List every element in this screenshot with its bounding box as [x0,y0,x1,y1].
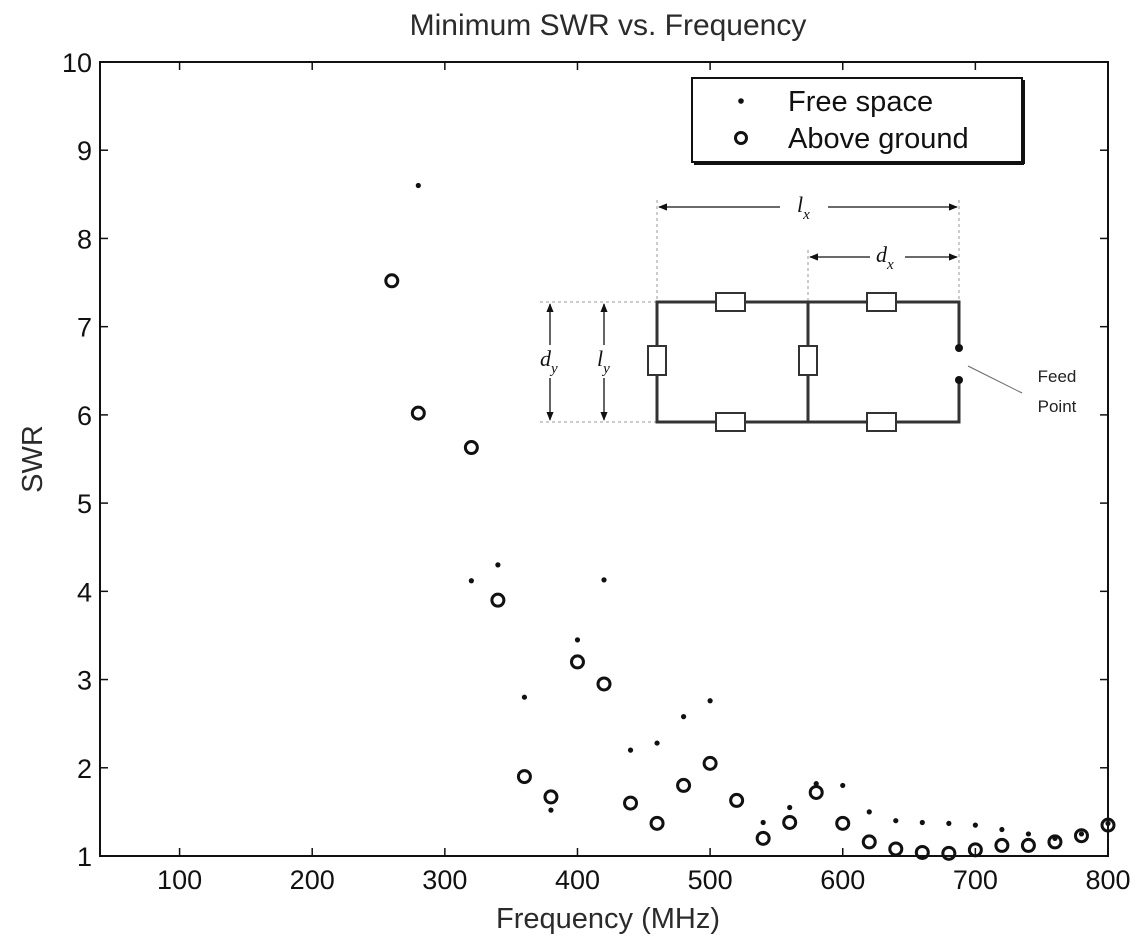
load-bottom-right [866,412,897,432]
point-free-space [760,819,766,826]
y-axis-label: SWR [17,425,49,493]
ly-label: ly [597,346,610,377]
lx-label: lx [797,192,810,223]
point-free-space [1105,820,1111,826]
x-axis-label: Frequency (MHz) [496,903,720,935]
point-free-space [707,698,713,704]
point-above-ground [914,844,930,860]
point-free-space [813,781,819,787]
y-tick-label: 8 [77,224,92,254]
point-above-ground [596,676,612,692]
point-above-ground [967,842,983,858]
y-tick-label: 9 [77,136,92,166]
y-tick-label: 3 [77,666,92,696]
feed-terminal-top [955,344,963,352]
point-free-space [972,822,978,828]
y-tick-label: 6 [77,401,92,431]
point-above-ground [516,769,532,785]
x-tick-label: 800 [1085,865,1130,895]
antenna-diagram: lx dx dy ly Feed Point [540,192,1077,432]
point-free-space [627,747,634,753]
load-top-left [715,292,746,312]
point-above-ground [649,815,665,831]
point-above-ground [543,789,559,805]
y-tick-label: 4 [77,577,92,607]
plot-area [99,61,1109,857]
load-bottom-left [715,412,746,432]
point-above-ground [755,830,771,846]
y-tick-label: 7 [77,313,92,343]
data-marks [384,182,1116,861]
chart-title: Minimum SWR vs. Frequency [410,9,807,42]
point-free-space [893,818,899,824]
point-free-space [601,577,607,583]
point-free-space [787,804,793,811]
point-above-ground [808,784,824,800]
x-tick-label: 300 [422,865,467,895]
y-tick-label: 2 [77,754,92,784]
y-tick-label: 10 [62,48,92,78]
point-free-space [1078,831,1085,837]
point-free-space [1025,831,1032,837]
x-tick-label: 700 [953,865,998,895]
point-free-space [946,820,952,826]
point-free-space [866,809,872,815]
x-tick-label: 100 [157,865,202,895]
x-tick-label: 400 [555,865,600,895]
point-above-ground [941,845,957,861]
point-above-ground [1073,828,1089,844]
point-free-space [919,819,925,826]
point-above-ground [729,792,745,808]
load-left [647,345,667,376]
point-above-ground [994,837,1010,853]
point-free-space [840,782,846,789]
load-center [798,345,818,376]
point-above-ground [463,440,479,456]
point-above-ground [1020,837,1036,853]
point-above-ground [1100,817,1116,833]
point-above-ground [623,795,639,811]
point-free-space [999,826,1005,833]
point-free-space [521,694,528,700]
point-above-ground [1047,834,1063,850]
point-above-ground [835,815,851,831]
dx-label: dx [876,242,894,273]
y-tick-label: 1 [77,842,92,872]
point-free-space [415,182,421,189]
point-above-ground [702,755,718,771]
axis-ticks: 100 200 300 400 500 600 700 800 1 2 3 4 5 6 7 8 9 10 [62,48,1131,895]
legend-marker-free-space [738,98,744,104]
feed-label-line1: Feed [1038,367,1077,386]
legend-box [691,77,1023,163]
feed-terminal-bottom [955,376,963,384]
legend: Free space Above ground [691,77,1025,165]
point-free-space [548,807,554,813]
legend-label-above-ground: Above ground [788,123,969,155]
point-above-ground [384,273,400,289]
point-above-ground [410,405,426,421]
y-tick-label: 5 [77,489,92,519]
x-tick-label: 200 [290,865,335,895]
legend-label-free-space: Free space [788,86,933,118]
point-free-space [468,578,474,584]
feed-leader [967,365,1023,394]
point-above-ground [782,814,798,830]
dy-label: dy [540,346,558,377]
point-above-ground [861,834,877,850]
point-free-space [680,714,687,720]
point-above-ground [569,654,585,670]
load-top-right [866,292,897,312]
point-free-space [574,637,581,643]
x-tick-label: 500 [688,865,733,895]
point-free-space [495,562,501,568]
x-tick-label: 600 [820,865,865,895]
legend-marker-above-ground [734,131,748,145]
point-above-ground [490,592,506,608]
feed-label-line2: Point [1038,397,1077,416]
point-above-ground [676,777,692,793]
point-above-ground [888,841,904,857]
point-free-space [654,740,660,746]
